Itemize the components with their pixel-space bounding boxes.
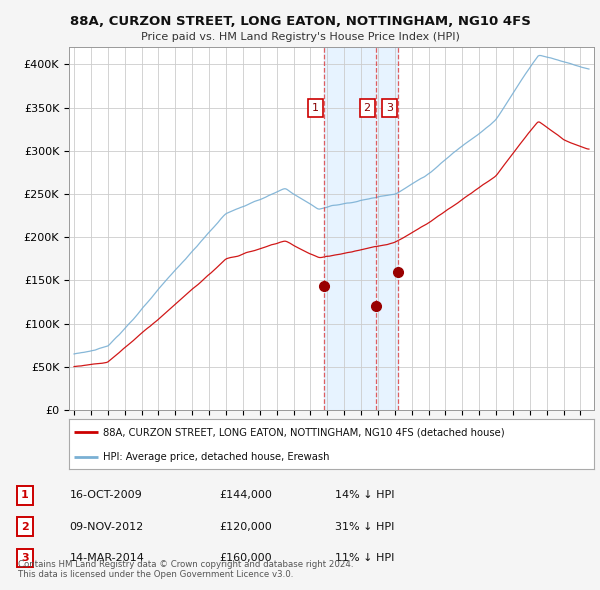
Text: 3: 3 <box>386 103 393 113</box>
Text: 14-MAR-2014: 14-MAR-2014 <box>70 553 145 563</box>
Text: 2: 2 <box>364 103 371 113</box>
Text: £160,000: £160,000 <box>220 553 272 563</box>
Text: Price paid vs. HM Land Registry's House Price Index (HPI): Price paid vs. HM Land Registry's House … <box>140 32 460 42</box>
Text: 1: 1 <box>312 103 319 113</box>
Text: 31% ↓ HPI: 31% ↓ HPI <box>335 522 394 532</box>
Text: 1: 1 <box>21 490 29 500</box>
Text: Contains HM Land Registry data © Crown copyright and database right 2024.
This d: Contains HM Land Registry data © Crown c… <box>18 560 353 579</box>
Text: 09-NOV-2012: 09-NOV-2012 <box>70 522 144 532</box>
Text: £120,000: £120,000 <box>220 522 272 532</box>
Text: 16-OCT-2009: 16-OCT-2009 <box>70 490 142 500</box>
Text: 11% ↓ HPI: 11% ↓ HPI <box>335 553 394 563</box>
Text: 88A, CURZON STREET, LONG EATON, NOTTINGHAM, NG10 4FS: 88A, CURZON STREET, LONG EATON, NOTTINGH… <box>70 15 530 28</box>
Text: 3: 3 <box>21 553 28 563</box>
Text: 2: 2 <box>21 522 29 532</box>
Text: HPI: Average price, detached house, Erewash: HPI: Average price, detached house, Erew… <box>103 451 329 461</box>
Text: £144,000: £144,000 <box>220 490 272 500</box>
Text: 88A, CURZON STREET, LONG EATON, NOTTINGHAM, NG10 4FS (detached house): 88A, CURZON STREET, LONG EATON, NOTTINGH… <box>103 427 505 437</box>
Text: 14% ↓ HPI: 14% ↓ HPI <box>335 490 394 500</box>
Bar <box>324 47 398 410</box>
